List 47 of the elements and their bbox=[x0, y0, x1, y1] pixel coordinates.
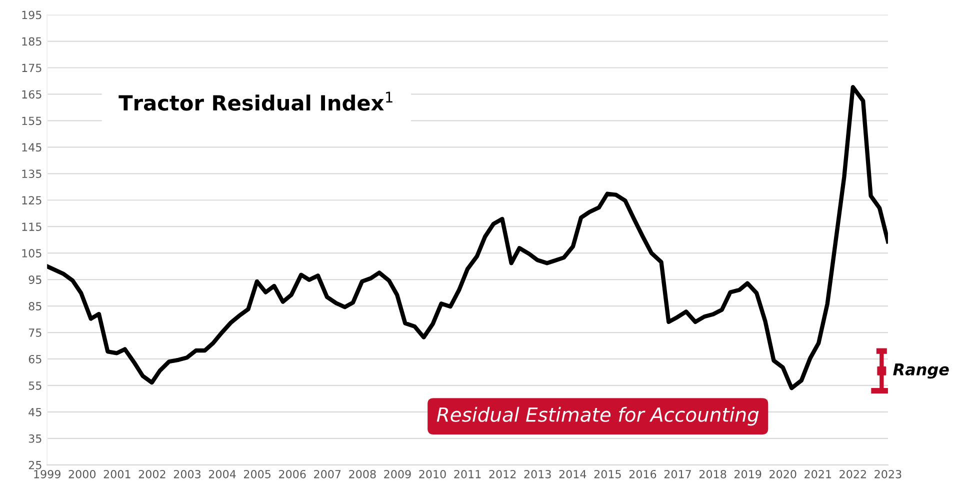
x-tick-label: 2005 bbox=[244, 470, 270, 478]
y-tick-label: 35 bbox=[28, 434, 42, 443]
y-tick-label: 55 bbox=[28, 382, 42, 390]
x-tick-label: 2002 bbox=[138, 470, 166, 478]
y-tick-label: 195 bbox=[22, 10, 42, 20]
y-tick-label: 165 bbox=[22, 90, 42, 99]
y-tick-label: 125 bbox=[22, 196, 42, 205]
y-tick-label: 25 bbox=[28, 460, 42, 470]
y-tick-label: 185 bbox=[22, 37, 42, 46]
x-tick-label: 2014 bbox=[559, 470, 586, 478]
x-tick-label: 2023 bbox=[874, 470, 902, 478]
y-tick-label: 85 bbox=[28, 302, 42, 310]
x-tick-label: 2003 bbox=[174, 470, 200, 478]
y-tick-label: 145 bbox=[22, 143, 42, 152]
y-tick-label: 155 bbox=[22, 116, 42, 126]
y-tick-label: 75 bbox=[29, 328, 42, 337]
annotation: Residual Estimate for Accounting bbox=[436, 406, 759, 426]
x-tick-label: 2004 bbox=[208, 470, 236, 478]
annotation: Range bbox=[893, 364, 949, 379]
x-tick-label: 2016 bbox=[629, 470, 656, 478]
x-tick-label: 2020 bbox=[770, 470, 796, 478]
x-tick-label: 2012 bbox=[489, 470, 516, 478]
x-tick-label: 2000 bbox=[68, 470, 96, 478]
x-tick-label: 2011 bbox=[454, 470, 481, 478]
y-tick-label: 65 bbox=[28, 354, 42, 364]
x-tick-label: 1999 bbox=[34, 470, 60, 478]
x-tick-label: 2022 bbox=[840, 470, 866, 478]
y-tick-label: 95 bbox=[28, 276, 42, 284]
x-tick-label: 2015 bbox=[594, 470, 621, 478]
x-tick-label: 2021 bbox=[804, 470, 832, 478]
x-tick-label: 2018 bbox=[699, 470, 726, 478]
y-tick-label: 175 bbox=[22, 64, 42, 72]
x-tick-label: 2017 bbox=[664, 470, 691, 478]
x-tick-label: 2010 bbox=[419, 470, 446, 478]
x-tick-label: 2019 bbox=[734, 470, 762, 478]
x-tick-label: 2008 bbox=[349, 470, 376, 478]
x-tick-label: 2009 bbox=[384, 470, 411, 478]
y-tick-label: 45 bbox=[28, 408, 42, 416]
y-tick-label: 105 bbox=[22, 249, 42, 258]
x-tick-label: 2006 bbox=[279, 470, 306, 478]
x-tick-label: 2013 bbox=[524, 470, 551, 478]
y-tick-label: 115 bbox=[22, 222, 42, 231]
y-tick-label: 135 bbox=[22, 170, 42, 178]
x-tick-label: 2001 bbox=[104, 470, 130, 478]
line-series bbox=[47, 84, 888, 390]
x-tick-label: 2007 bbox=[314, 470, 341, 478]
text: Tractor Residual Index$^{1}$ bbox=[118, 92, 392, 111]
